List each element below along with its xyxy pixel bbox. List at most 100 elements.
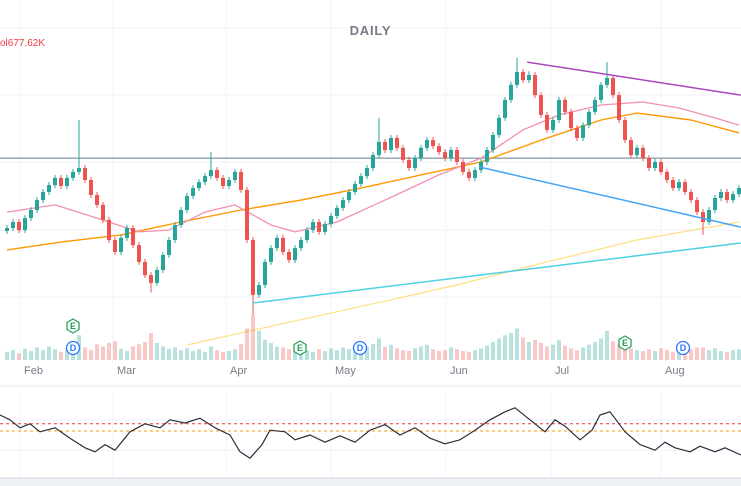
candle-body bbox=[689, 192, 693, 201]
candle-body bbox=[293, 248, 297, 261]
candle-body bbox=[83, 168, 87, 180]
candle-body bbox=[125, 228, 129, 238]
volume-bar bbox=[461, 351, 465, 360]
candle-body bbox=[635, 147, 639, 156]
volume-bar bbox=[527, 342, 531, 360]
candle-body bbox=[659, 162, 663, 172]
earnings-badge-letter: E bbox=[622, 338, 628, 348]
volume-bar bbox=[11, 350, 15, 360]
candle-body bbox=[473, 170, 477, 178]
candle-body bbox=[533, 75, 537, 96]
volume-bar bbox=[191, 351, 195, 360]
volume-bar bbox=[713, 348, 717, 360]
candle-body bbox=[161, 255, 165, 270]
candle-body bbox=[119, 237, 123, 252]
volume-bar bbox=[131, 346, 135, 360]
candle-body bbox=[197, 182, 201, 189]
candle-body bbox=[275, 237, 279, 249]
earnings-badge[interactable]: E bbox=[293, 340, 307, 356]
volume-bar bbox=[653, 351, 657, 360]
volume-bar bbox=[173, 347, 177, 360]
candle-body bbox=[485, 150, 489, 162]
volume-readout: ol677.62K bbox=[0, 38, 46, 49]
volume-bar bbox=[215, 350, 219, 360]
volume-bar bbox=[113, 341, 117, 360]
volume-bar bbox=[479, 348, 483, 360]
earnings-badge[interactable]: E bbox=[66, 318, 80, 334]
descending-trendline[interactable] bbox=[479, 166, 741, 228]
candle-body bbox=[41, 192, 45, 201]
candle-body bbox=[551, 120, 555, 130]
volume-bar bbox=[143, 342, 147, 360]
volume-bar bbox=[575, 350, 579, 360]
volume-bar bbox=[467, 351, 471, 360]
earnings-badge[interactable]: E bbox=[618, 335, 632, 351]
volume-bar bbox=[605, 330, 609, 360]
candle-body bbox=[377, 141, 381, 156]
dividend-badge[interactable]: D bbox=[352, 340, 368, 356]
volume-bar bbox=[641, 351, 645, 360]
candle-body bbox=[539, 95, 543, 115]
candle-body bbox=[353, 183, 357, 192]
ma-long-yellow[interactable] bbox=[186, 221, 740, 346]
volume-bar bbox=[635, 350, 639, 360]
dividend-badge-shape bbox=[675, 340, 691, 356]
chart-interval-title: DAILY bbox=[349, 23, 392, 38]
candle-body bbox=[329, 216, 333, 225]
candle-body bbox=[707, 210, 711, 222]
candle-body bbox=[383, 141, 387, 150]
volume-bar bbox=[485, 345, 489, 360]
x-axis-label: Aug bbox=[665, 365, 685, 377]
candle-body bbox=[227, 180, 231, 186]
candle-body bbox=[5, 228, 9, 231]
volume-bar bbox=[377, 338, 381, 360]
dividend-badge[interactable]: D bbox=[65, 340, 81, 356]
indicator-line[interactable] bbox=[0, 407, 741, 459]
volume-bar bbox=[281, 347, 285, 360]
support-trendline[interactable] bbox=[252, 242, 741, 304]
ma-medium-pink[interactable] bbox=[6, 101, 740, 233]
volume-bar bbox=[455, 349, 459, 360]
candle-body bbox=[17, 222, 21, 231]
time-axis-strip[interactable] bbox=[0, 478, 741, 486]
candle-body bbox=[677, 182, 681, 189]
candle-body bbox=[131, 228, 135, 246]
volume-bar bbox=[245, 328, 249, 360]
volume-bar bbox=[233, 349, 237, 360]
volume-bar bbox=[179, 350, 183, 360]
candle-body bbox=[95, 195, 99, 205]
volume-bar bbox=[557, 340, 561, 360]
candle-body bbox=[701, 212, 705, 222]
volume-bar bbox=[365, 346, 369, 360]
volume-bar bbox=[569, 348, 573, 360]
volume-bar bbox=[731, 350, 735, 360]
resistance-trendline[interactable] bbox=[527, 61, 741, 96]
ma-slow-orange[interactable] bbox=[6, 112, 740, 251]
x-axis-label: Jun bbox=[450, 365, 468, 377]
volume-bar bbox=[257, 330, 261, 360]
volume-bar bbox=[497, 338, 501, 360]
volume-bar bbox=[371, 343, 375, 360]
volume-bar bbox=[107, 342, 111, 360]
candle-body bbox=[557, 99, 561, 120]
volume-bar bbox=[197, 349, 201, 360]
volume-bar bbox=[725, 351, 729, 360]
volume-bar bbox=[5, 351, 9, 360]
volume-bar bbox=[251, 315, 255, 360]
candle-body bbox=[203, 176, 207, 183]
dividend-badge[interactable]: D bbox=[675, 340, 691, 356]
candle-body bbox=[401, 147, 405, 160]
volume-bar bbox=[437, 351, 441, 360]
candle-body bbox=[233, 171, 237, 180]
candle-body bbox=[245, 189, 249, 240]
candle-body bbox=[479, 162, 483, 171]
candle-body bbox=[683, 182, 687, 192]
dividend-badge-letter: D bbox=[680, 343, 687, 353]
candle-body bbox=[713, 198, 717, 210]
x-axis-label: Apr bbox=[230, 365, 247, 377]
candle-body bbox=[389, 138, 393, 150]
candle-body bbox=[77, 168, 81, 172]
candle-body bbox=[365, 168, 369, 177]
